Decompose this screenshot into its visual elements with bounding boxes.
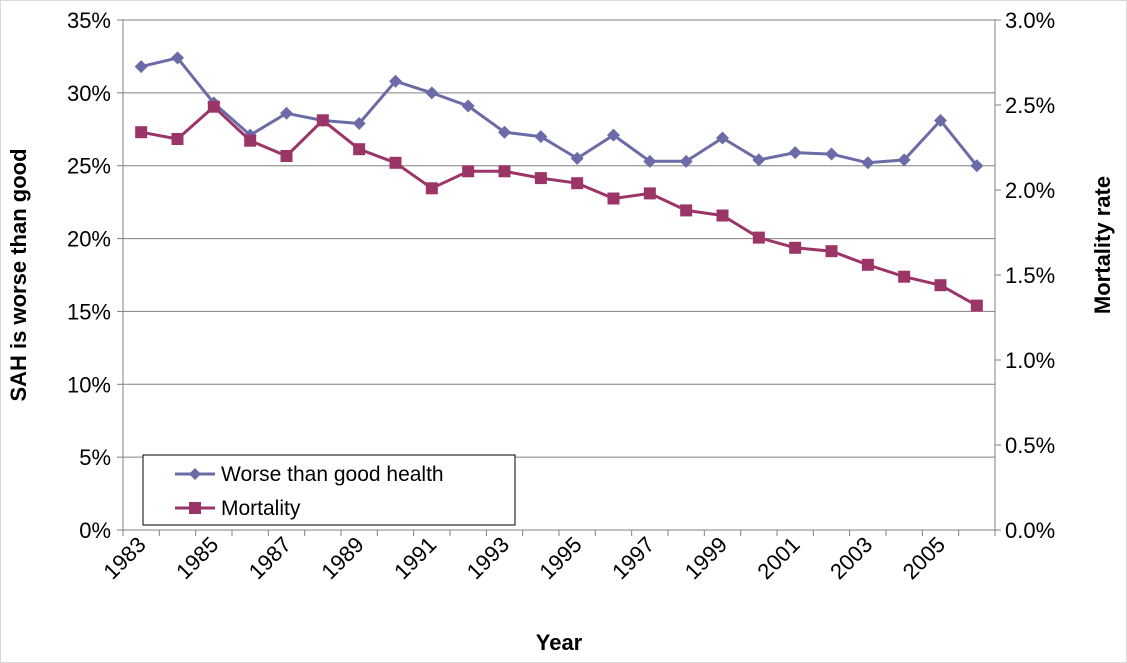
data-point-mortality [244,134,257,147]
data-point-worse-than-good-health [461,99,475,113]
data-point-worse-than-good-health [716,131,729,145]
data-point-mortality [861,258,874,271]
data-point-worse-than-good-health [679,154,693,168]
data-point-worse-than-good-health [897,153,911,167]
data-point-worse-than-good-health [425,86,439,100]
legend: Worse than good health Mortality [142,454,516,526]
right-tick-label: 0.5% [1005,433,1055,458]
data-point-mortality [207,100,220,113]
data-point-mortality [534,172,547,185]
left-tick-label: 5% [79,445,111,470]
data-point-worse-than-good-health [570,151,584,165]
right-tick-label: 3.0% [1005,8,1055,33]
data-point-mortality [280,150,293,162]
data-point-mortality [389,156,402,169]
left-tick-label: 20% [67,227,111,252]
data-point-worse-than-good-health [389,74,402,88]
data-point-mortality [316,114,329,127]
right-tick-label: 2.0% [1005,178,1055,203]
data-point-mortality [680,204,693,217]
left-tick-label: 15% [67,299,111,324]
data-point-mortality [825,245,838,258]
data-point-worse-than-good-health [825,147,838,161]
left-tick-label: 10% [67,372,111,397]
x-axis-title: Year [536,630,583,655]
data-point-mortality [789,241,802,254]
legend-item-worse-than-good-health: Worse than good health [175,463,444,486]
legend-label-mortality: Mortality [221,497,301,520]
data-point-mortality [135,126,148,139]
data-point-mortality [716,209,729,222]
series-layer [134,51,984,312]
series-line-worse-than-good-health [140,56,978,167]
data-point-worse-than-good-health [134,60,148,74]
legend-marker-diamond [189,468,201,480]
legend-box [142,454,516,526]
left-axis-title: SAH is worse than good [6,148,31,401]
left-tick-label: 30% [67,81,111,106]
data-point-worse-than-good-health [498,125,511,139]
data-point-mortality [970,299,983,312]
data-point-mortality [425,182,438,195]
data-point-worse-than-good-health [171,51,184,65]
left-tick-label: 0% [79,518,111,543]
data-point-mortality [934,279,947,292]
left-axis-ticks: 0% 5% 10% 15% 20% 25% 30% 35% [67,8,123,543]
right-tick-label: 2.5% [1005,93,1055,118]
data-point-worse-than-good-health [934,114,947,128]
data-point-mortality [607,192,620,205]
data-point-mortality [898,270,911,283]
data-point-worse-than-good-health [643,154,657,168]
legend-marker-square [189,502,201,514]
right-axis-title: Mortality rate [1090,176,1115,314]
data-point-worse-than-good-health [752,153,766,167]
data-point-worse-than-good-health [970,159,984,173]
data-point-worse-than-good-health [280,106,293,120]
left-tick-label: 35% [67,8,111,33]
data-point-worse-than-good-health [788,146,802,160]
legend-item-mortality: Mortality [175,497,301,520]
legend-label-worse-than-good-health: Worse than good health [221,463,444,486]
right-tick-label: 1.0% [1005,348,1055,373]
left-tick-label: 25% [67,154,111,179]
data-point-worse-than-good-health [352,116,366,130]
data-point-mortality [353,143,366,156]
data-point-mortality [498,165,511,178]
data-point-mortality [643,187,656,200]
series-line-mortality [140,105,978,307]
right-tick-label: 0.0% [1005,518,1055,543]
data-point-mortality [462,165,475,178]
data-point-mortality [752,231,765,244]
data-point-mortality [571,177,584,190]
right-axis-ticks: 0.0% 0.5% 1.0% 1.5% 2.0% 2.5% 3.0% [995,8,1055,543]
right-tick-label: 1.5% [1005,263,1055,288]
data-point-mortality [171,133,184,145]
data-point-worse-than-good-health [607,128,620,142]
data-point-worse-than-good-health [534,130,548,144]
data-point-worse-than-good-health [861,156,875,170]
